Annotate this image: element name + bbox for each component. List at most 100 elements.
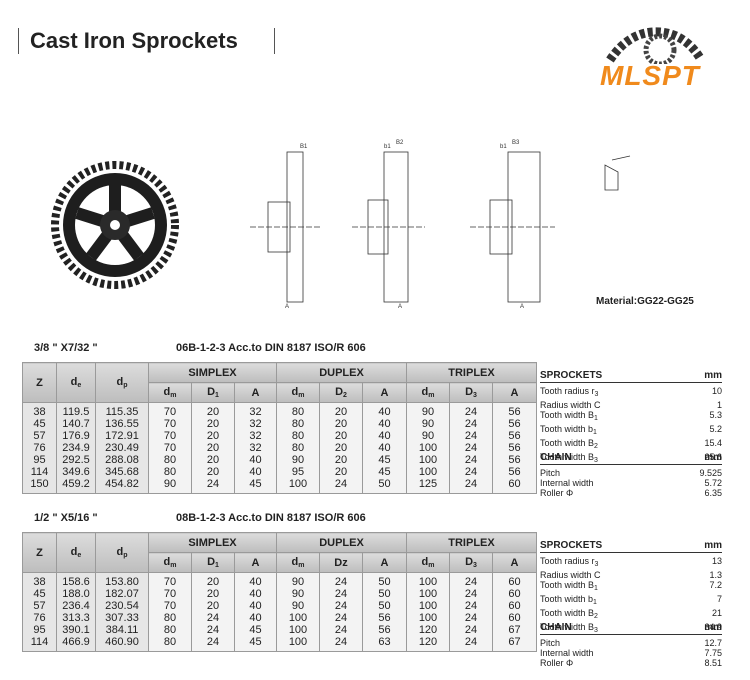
cell: 136.55 — [105, 418, 139, 430]
cell: 56 — [378, 612, 391, 624]
cell: 20 — [206, 442, 220, 454]
param-name: Roller Φ — [540, 488, 574, 498]
cell: 45 — [378, 466, 391, 478]
cell: 56 — [508, 406, 521, 418]
cell: 125 — [418, 478, 438, 490]
column-cells: 20 20 20 24 24 24 — [191, 572, 235, 652]
cell: 90 — [421, 418, 435, 430]
column-header-text: d — [163, 386, 171, 398]
cell: 24 — [334, 612, 348, 624]
cell: 60 — [508, 600, 521, 612]
cell: 20 — [206, 466, 220, 478]
panel-title: SPROCKETS — [540, 370, 603, 381]
param-value: 15.4 — [704, 438, 722, 448]
cell: 100 — [418, 442, 438, 454]
column-header: Dz — [319, 552, 363, 573]
cell: 70 — [163, 576, 177, 588]
column-header-text: d — [163, 556, 171, 568]
param-value: 1 — [716, 400, 722, 410]
cell: 20 — [206, 600, 220, 612]
cell: 20 — [334, 466, 348, 478]
column-header: D3 — [449, 382, 493, 403]
cell: 24 — [334, 576, 348, 588]
cell: 90 — [291, 576, 305, 588]
cell: 100 — [418, 466, 438, 478]
panel-title: CHAIN — [540, 452, 572, 463]
chain-panel: CHAIN mm Pitch 12.7 Internal width 7.75 Roller… — [540, 622, 722, 668]
cell: 45 — [378, 454, 391, 466]
column-header-text: d — [421, 556, 429, 568]
cell: 182.07 — [105, 588, 139, 600]
column-cells: 119.5 140.7 176.9 234.9 292.5 349.6 459.2 — [56, 402, 96, 494]
cell: 153.80 — [105, 576, 139, 588]
param-value: 13 — [711, 556, 722, 566]
cell: 100 — [288, 624, 308, 636]
column-header-text: d — [291, 556, 299, 568]
cell: 63 — [378, 636, 391, 648]
cell: 345.68 — [105, 466, 139, 478]
column-header-text-sub: m — [298, 562, 305, 569]
column-header-text: D — [465, 386, 474, 398]
param-name-sub: 1 — [593, 429, 597, 436]
cell: 90 — [163, 478, 177, 490]
param-name: Radius width C — [540, 400, 601, 410]
cell: 188.0 — [62, 588, 90, 600]
cell: 95 — [33, 624, 46, 636]
cell: 40 — [249, 454, 262, 466]
panel-row: Tooth radius r3 10 — [540, 386, 722, 400]
divider — [274, 28, 275, 54]
column-header-text-sub: e — [77, 382, 82, 389]
param-label: Tooth width B2 — [540, 438, 598, 452]
cell: 60 — [508, 478, 521, 490]
standard-label: 06B-1-2-3 Acc.to DIN 8187 ISO/R 606 — [176, 342, 366, 354]
cell: 119.5 — [62, 406, 90, 418]
cell: 80 — [163, 624, 177, 636]
param-label: Roller Φ — [540, 488, 573, 498]
column-header: dp — [95, 532, 149, 573]
cell: 24 — [206, 612, 220, 624]
cell: 56 — [508, 442, 521, 454]
cell: 80 — [163, 454, 177, 466]
divider — [18, 28, 19, 54]
param-label: Tooth width b1 — [540, 594, 597, 608]
cell: 80 — [163, 636, 177, 648]
panel-row: Radius width C 1.3 — [540, 570, 722, 580]
column-cells: 56 56 56 56 56 56 60 — [492, 402, 537, 494]
panel-unit: mm — [704, 452, 722, 463]
column-header-text: D — [207, 556, 216, 568]
column-header-text: D — [207, 386, 216, 398]
column-cells: 100 100 100 100 120 120 — [406, 572, 450, 652]
column-header: D1 — [191, 382, 235, 403]
sprockets-panel: SPROCKETS mm Tooth radius r3 13 Radius width… — [540, 540, 722, 636]
column-header: A — [234, 382, 277, 403]
logo-chain — [606, 27, 704, 64]
column-header-text-sub: m — [428, 562, 435, 569]
param-label: Pitch — [540, 638, 560, 648]
logo: MLSPT — [600, 60, 700, 91]
cell: 60 — [508, 612, 521, 624]
cell: 40 — [249, 576, 262, 588]
cell: 90 — [291, 600, 305, 612]
param-name: Tooth width B — [540, 608, 595, 618]
param-name: Roller Φ — [540, 658, 574, 668]
param-name: Pitch — [540, 468, 561, 478]
cell: 56 — [378, 624, 391, 636]
param-value: 5.3 — [709, 410, 722, 420]
panel-row: Tooth width B3 25.6 — [540, 452, 722, 466]
column-header: dm — [406, 552, 450, 573]
panel-row: Tooth width B1 5.3 — [540, 410, 722, 424]
cell: 24 — [464, 430, 478, 442]
cell: 80 — [291, 442, 305, 454]
cell: 20 — [206, 418, 220, 430]
column-header: D3 — [449, 552, 493, 573]
cell: 100 — [288, 612, 308, 624]
panel-unit: mm — [704, 540, 722, 551]
param-value: 25.6 — [704, 452, 722, 462]
panel-row: Roller Φ 8.51 — [540, 658, 722, 668]
cell: 100 — [418, 454, 438, 466]
column-cells: 20 20 20 20 20 20 24 — [319, 402, 363, 494]
panel-row: Tooth width B2 21 — [540, 608, 722, 622]
panel-unit: mm — [704, 370, 722, 381]
body-row: 38 45 57 76 95 114 158.6 188.0 236.4 313.3 390.1 46… — [22, 572, 537, 652]
